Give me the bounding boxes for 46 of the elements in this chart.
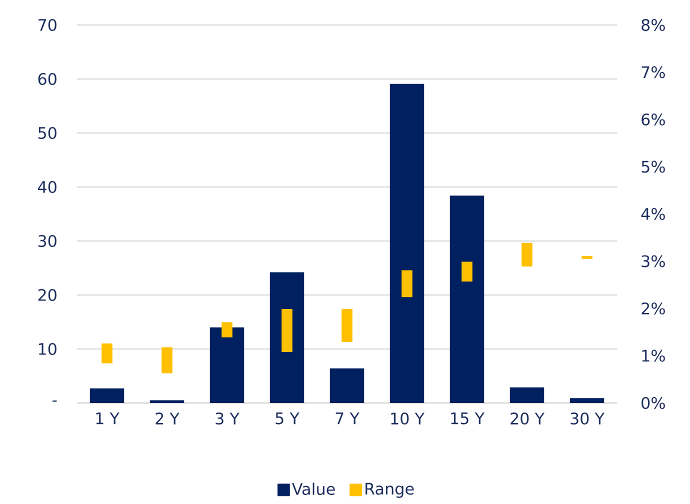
x-tick-label: 5 Y — [276, 412, 300, 424]
x-tick-label: 10 Y — [391, 412, 425, 425]
bar — [342, 308, 352, 342]
legend-label: Range — [366, 482, 414, 498]
bar — [390, 84, 424, 403]
x-tick-label: 1 Y — [96, 412, 120, 424]
x-tick-label: 3 Y — [216, 412, 240, 425]
x-tick-label: 2 Y — [156, 412, 180, 424]
bar — [582, 256, 592, 259]
legend-label: Value — [292, 482, 335, 495]
y2-tick-label: 1% — [642, 350, 665, 362]
y-tick-label: - — [52, 400, 57, 402]
bar — [270, 272, 304, 403]
bar — [570, 398, 604, 403]
bar — [222, 322, 232, 338]
bar — [282, 308, 292, 352]
y2-tick-label: 3% — [642, 255, 665, 268]
bar — [330, 368, 364, 403]
bar — [90, 388, 124, 403]
bar — [510, 387, 544, 403]
y2-tick-label: 2% — [642, 302, 665, 315]
x-tick-label: 15 Y — [451, 412, 485, 424]
bar — [450, 196, 484, 403]
bar — [162, 347, 172, 374]
y-tick-label: 10 — [38, 342, 56, 356]
bar — [462, 262, 472, 282]
y2-tick-label: 5% — [642, 160, 665, 173]
y2-tick-label: 0% — [642, 396, 665, 410]
y2-tick-label: 4% — [641, 208, 665, 220]
bar — [210, 327, 244, 403]
bar — [402, 270, 412, 298]
bar — [102, 343, 112, 364]
y-tick-label: 60 — [38, 72, 56, 86]
y-tick-label: 20 — [38, 288, 56, 302]
bar — [150, 400, 184, 403]
y-tick-label: 50 — [38, 126, 56, 140]
y2-tick-label: 8% — [642, 18, 665, 32]
x-tick-label: 30 Y — [570, 412, 605, 425]
y-tick-label: 40 — [38, 180, 56, 194]
bar — [522, 242, 532, 266]
x-tick-label: 20 Y — [510, 412, 545, 425]
y-tick-label: 30 — [38, 234, 56, 248]
y2-tick-label: 6% — [642, 113, 665, 126]
y-tick-label: 70 — [38, 18, 56, 32]
x-tick-label: 7 Y — [336, 412, 360, 424]
y2-tick-label: 7% — [642, 66, 665, 78]
